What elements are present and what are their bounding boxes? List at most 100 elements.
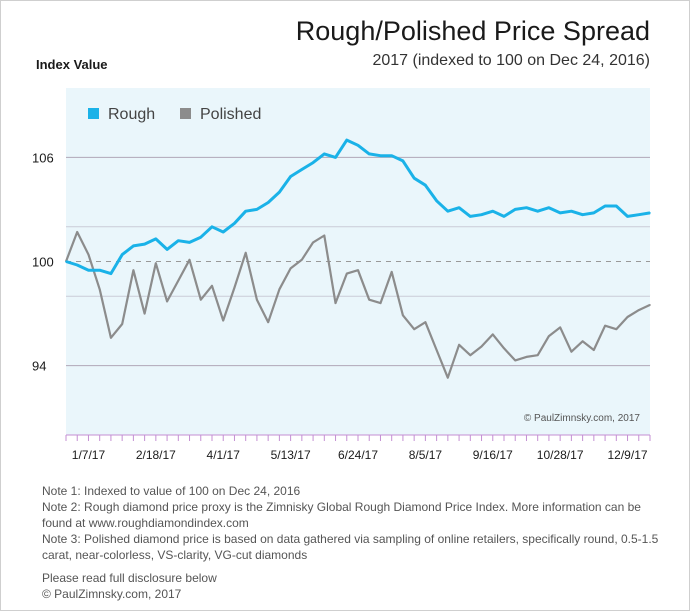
- rough-data-point: [525, 206, 528, 209]
- rough-data-point: [143, 243, 146, 245]
- rough-data-point: [581, 213, 584, 216]
- rough-data-point: [559, 212, 561, 214]
- x-tick-label: 9/16/17: [473, 448, 513, 462]
- x-tick-label: 2/18/17: [136, 448, 176, 462]
- polished-data-point: [233, 286, 236, 289]
- rough-data-point: [379, 154, 382, 157]
- polished-data-point: [402, 314, 404, 317]
- polished-data-point: [177, 279, 180, 282]
- polished-data-point: [626, 316, 629, 318]
- note-3: Note 3: Polished diamond price is based …: [42, 532, 659, 562]
- polished-data-point: [76, 231, 79, 233]
- polished-data-point: [132, 269, 135, 271]
- rough-data-point: [289, 175, 292, 178]
- polished-data-point: [637, 309, 640, 311]
- rough-data-point: [199, 236, 202, 239]
- rough-data-point: [334, 156, 337, 159]
- polished-data-point: [525, 356, 528, 358]
- rough-data-point: [132, 245, 135, 247]
- y-tick-label-100: 100: [32, 255, 54, 270]
- rough-data-point: [604, 205, 606, 207]
- rough-data-point: [98, 269, 101, 271]
- polished-data-point: [615, 328, 618, 330]
- polished-data-point: [424, 321, 427, 324]
- polished-data-point: [289, 267, 292, 270]
- polished-data-point: [413, 328, 415, 330]
- axes: 94 100 106 1/7/17 2/18/17 4/1/17 5/13/17 6/24/1…: [32, 150, 651, 462]
- polished-data-point: [570, 350, 573, 353]
- rough-data-point: [514, 208, 517, 211]
- rough-data-point: [458, 206, 460, 209]
- chart-title: Rough/Polished Price Spread: [295, 16, 650, 46]
- rough-data-point: [233, 222, 236, 225]
- rough-data-point: [121, 253, 123, 256]
- rough-data-point: [480, 213, 483, 216]
- polished-data-point: [98, 288, 101, 291]
- rough-data-point: [626, 215, 629, 218]
- polished-data-point: [211, 284, 213, 287]
- watermark: © PaulZimnsky.com, 2017: [524, 413, 641, 424]
- rough-data-point: [345, 139, 348, 141]
- y-tick-label-106: 106: [32, 150, 54, 165]
- rough-data-point: [278, 191, 281, 193]
- rough-data-point: [166, 248, 168, 251]
- polished-data-point: [503, 347, 505, 350]
- rough-data-point: [570, 210, 573, 212]
- rough-data-point: [649, 212, 651, 214]
- x-tick-label: 1/7/17: [72, 448, 106, 462]
- polished-data-point: [357, 269, 359, 271]
- rough-data-point: [491, 210, 494, 212]
- polished-data-point: [188, 258, 191, 261]
- series-lines: [64, 138, 651, 379]
- x-tick-label: 10/28/17: [537, 448, 584, 462]
- polished-data-point: [323, 234, 326, 237]
- polished-data-point: [559, 326, 561, 329]
- polished-data-point: [155, 262, 157, 265]
- polished-data-point: [548, 335, 550, 337]
- rough-data-point: [76, 264, 79, 266]
- rough-data-point: [301, 168, 303, 171]
- chart-subtitle: 2017 (indexed to 100 on Dec 24, 2016): [372, 52, 650, 69]
- rough-legend-swatch: [88, 108, 99, 119]
- polished-data-point: [469, 354, 472, 356]
- polished-data-point: [301, 258, 303, 261]
- x-tick-label: 12/9/17: [608, 448, 648, 462]
- polished-data-point: [379, 302, 382, 304]
- polished-data-point: [368, 298, 371, 301]
- x-tick-label: 4/1/17: [207, 448, 241, 462]
- polished-data-point: [121, 323, 123, 325]
- polished-data-point: [244, 252, 247, 254]
- rough-data-point: [402, 160, 404, 162]
- rough-data-point: [447, 210, 449, 212]
- polished-legend-label: Polished: [200, 106, 261, 123]
- rough-data-point: [435, 199, 438, 202]
- rough-data-point: [424, 184, 427, 186]
- rough-data-point: [244, 210, 247, 212]
- y-tick-label-94: 94: [32, 359, 46, 374]
- x-tick-label: 5/13/17: [271, 448, 311, 462]
- rough-data-point: [267, 201, 269, 204]
- rough-data-point: [637, 213, 640, 216]
- rough-data-point: [188, 241, 191, 244]
- rough-data-point: [256, 208, 258, 211]
- polished-data-point: [312, 241, 314, 244]
- rough-data-point: [469, 215, 472, 218]
- polished-data-point: [345, 272, 348, 275]
- rough-data-point: [312, 161, 314, 164]
- polished-data-point: [256, 298, 258, 301]
- polished-data-point: [581, 340, 584, 343]
- rough-legend-label: Rough: [108, 106, 155, 123]
- rough-data-point: [368, 153, 371, 155]
- polished-data-point: [267, 321, 269, 324]
- polished-data-point: [649, 304, 651, 306]
- rough-data-point: [503, 215, 505, 218]
- rough-data-point: [110, 272, 112, 275]
- polished-data-point: [390, 271, 393, 273]
- rough-data-point: [548, 206, 550, 209]
- rough-data-point: [155, 238, 157, 240]
- polished-data-point: [222, 319, 225, 322]
- rough-data-point: [536, 210, 539, 212]
- rough-data-point: [211, 226, 213, 228]
- rough-data-point: [65, 260, 67, 263]
- polished-data-point: [278, 288, 281, 291]
